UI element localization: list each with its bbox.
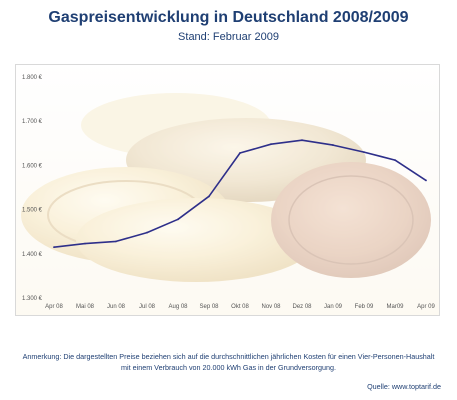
data-point [270, 143, 272, 146]
data-point [332, 144, 334, 146]
coins-background-photo [16, 65, 439, 315]
x-tick-label: Apr 09 [417, 304, 435, 310]
data-point [177, 218, 179, 221]
x-tick-label: Aug 08 [168, 304, 188, 310]
y-axis-tick-labels: 1.300 € 1.400 € 1.500 € 1.600 € 1.700 € 1.800… [22, 75, 43, 302]
y-tick-label: 1.800 € [22, 75, 43, 81]
y-tick-label: 1.700 € [22, 119, 43, 125]
x-tick-label: Jun 08 [107, 304, 126, 310]
data-point [239, 152, 241, 154]
y-tick-label: 1.600 € [22, 163, 43, 169]
y-tick-label: 1.300 € [22, 296, 43, 302]
data-point [363, 151, 365, 154]
x-axis-tick-labels: Apr 08 Mai 08 Jun 08 Jul 08 Aug 08 Sep 08 Okt … [45, 304, 435, 310]
x-tick-label: Okt 08 [231, 304, 249, 310]
y-tick-label: 1.400 € [22, 252, 43, 258]
footnote-line-1: Anmerkung: Die dargestellten Preise bezi… [22, 352, 435, 361]
x-tick-label: Sep 08 [199, 304, 219, 310]
chart-title: Gaspreisentwicklung in Deutschland 2008/… [48, 9, 409, 26]
price-series [53, 139, 427, 249]
x-tick-label: Mai 08 [76, 304, 95, 310]
data-point [394, 159, 396, 161]
footnote-line-2: mit einem Verbrauch von 20.000 kWh Gas i… [121, 363, 336, 372]
data-point [84, 242, 86, 245]
y-tick-label: 1.500 € [22, 208, 43, 214]
x-tick-label: Feb 09 [355, 304, 374, 310]
x-tick-label: Mar09 [386, 304, 404, 310]
x-tick-label: Jan 09 [324, 304, 343, 310]
data-point [53, 246, 55, 249]
data-point [301, 139, 303, 142]
footnote: Anmerkung: Die dargestellten Preise bezi… [0, 351, 457, 373]
data-point [115, 240, 117, 243]
data-point [208, 195, 210, 198]
chart-frame: 1.300 € 1.400 € 1.500 € 1.600 € 1.700 € 1.800… [15, 64, 440, 316]
data-point [425, 179, 427, 182]
source-credit: Quelle: www.toptarif.de [367, 382, 441, 391]
x-tick-label: Jul 08 [139, 304, 156, 310]
x-tick-label: Apr 08 [45, 304, 63, 310]
chart-subtitle: Stand: Februar 2009 [178, 31, 279, 43]
x-tick-label: Nov 08 [261, 304, 281, 310]
x-tick-label: Dez 08 [292, 304, 312, 310]
line-chart: 1.300 € 1.400 € 1.500 € 1.600 € 1.700 € 1.800… [16, 65, 439, 315]
data-point [146, 231, 148, 234]
